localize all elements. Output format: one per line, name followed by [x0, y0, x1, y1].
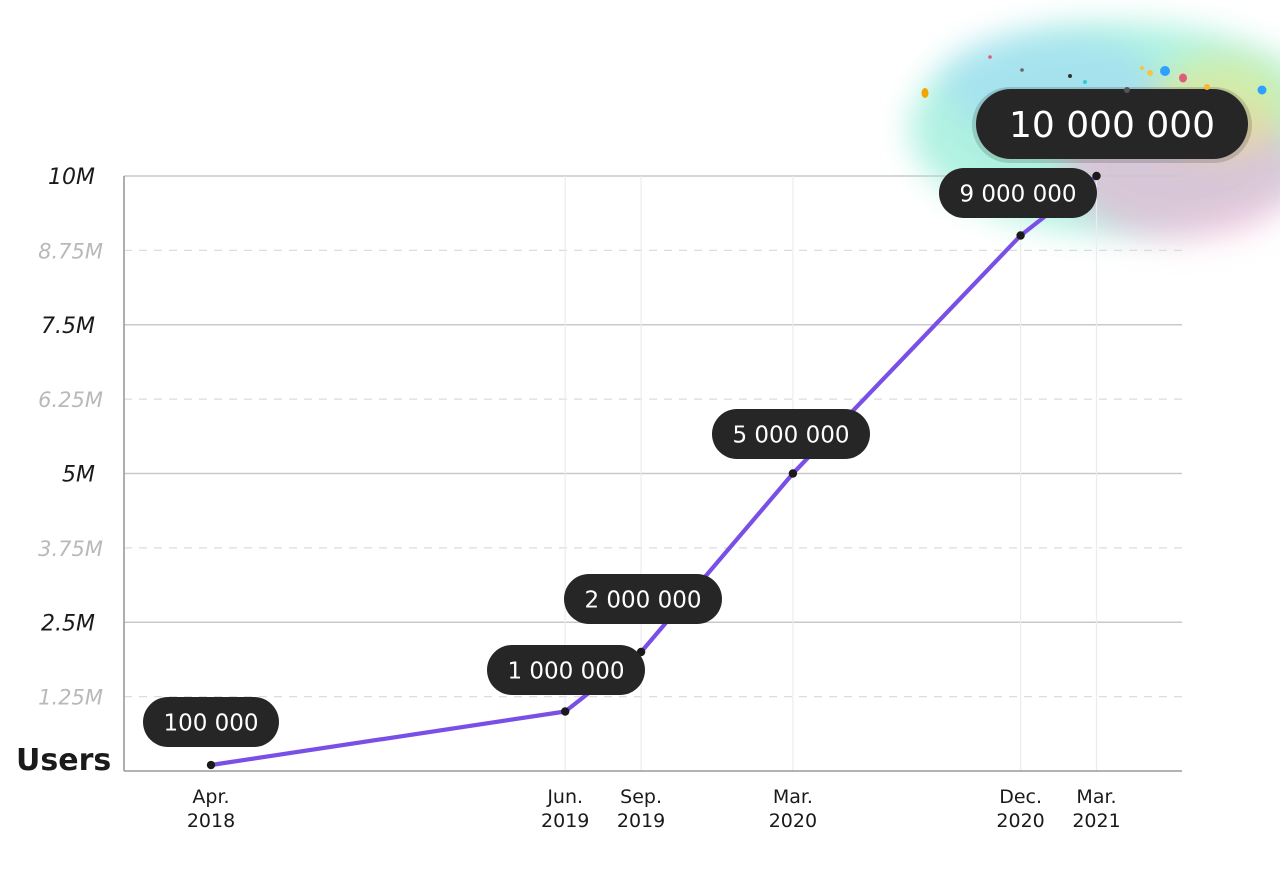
confetti-dot	[1140, 66, 1144, 70]
y-tick-label: 2.5M	[41, 611, 95, 636]
x-tick-label: Mar. 2021	[1072, 786, 1120, 832]
y-tick-label: 5M	[62, 463, 95, 488]
pill-background	[487, 645, 645, 695]
pill-background	[564, 574, 722, 624]
y-tick-labels: 10M 8.75M 7.5M 6.25M 5M 3.75M 2.5M 1.25M	[38, 165, 103, 710]
confetti-dot	[1160, 66, 1170, 76]
confetti-dot	[988, 55, 992, 59]
data-label: 2 000 000	[584, 587, 701, 613]
data-label: 5 000 000	[732, 422, 849, 448]
data-label: 100 000	[163, 710, 258, 736]
y-tick-label: 10M	[48, 165, 95, 190]
y-tick-label: 8.75M	[38, 239, 103, 263]
x-tick-label: Mar. 2020	[769, 786, 817, 832]
confetti-decoration	[921, 55, 1267, 98]
y-tick-label: 1.25M	[38, 686, 103, 710]
data-point	[206, 760, 216, 770]
confetti-dot	[1083, 80, 1087, 84]
confetti-dot	[1147, 70, 1153, 76]
confetti-dot	[1204, 84, 1210, 90]
pill-background	[143, 697, 279, 747]
data-labels: 100 000 1 000 000 2 000 000 5 000 000 9 000 …	[143, 87, 1252, 747]
data-label: 10 000 000	[1009, 105, 1215, 146]
data-label-pill: 1 000 000	[487, 645, 645, 695]
y-tick-label: 6.25M	[38, 388, 103, 412]
pill-background	[939, 168, 1097, 218]
data-point	[788, 469, 798, 478]
data-label: 1 000 000	[507, 658, 624, 684]
y-tick-label: 3.75M	[38, 537, 103, 561]
x-tick-label: Dec. 2020	[996, 786, 1044, 832]
pill-background	[712, 409, 870, 459]
data-point	[561, 707, 570, 716]
x-tick-label: Jun. 2019	[541, 786, 589, 832]
x-tick-label: Sep. 2019	[617, 786, 665, 832]
series-line	[208, 173, 1099, 768]
confetti-dot	[1257, 85, 1267, 95]
confetti-dot	[921, 88, 929, 98]
axes	[123, 176, 1182, 772]
pill-background	[976, 89, 1248, 159]
x-tick-labels: Apr. 2018 Jun. 2019 Sep. 2019 Mar. 2020 Dec. 2020…	[187, 786, 1121, 832]
confetti-dot	[1124, 87, 1130, 93]
series-line-group	[208, 173, 1099, 768]
data-label-pill: 2 000 000	[564, 574, 722, 624]
data-label-pill: 9 000 000	[939, 168, 1097, 218]
x-tick-label: Apr. 2018	[187, 786, 235, 832]
confetti-dot	[1020, 68, 1024, 72]
data-point	[1092, 171, 1101, 181]
y-tick-label: 7.5M	[41, 314, 95, 339]
data-label-pill: 5 000 000	[712, 409, 870, 459]
data-label-pill: 10 000 000	[972, 87, 1252, 163]
confetti-dot	[1179, 73, 1187, 83]
data-label-pill: 100 000	[143, 697, 279, 747]
data-markers	[206, 171, 1101, 770]
y-axis-title: Users	[16, 743, 111, 778]
confetti-dot	[1068, 74, 1072, 78]
data-label: 9 000 000	[959, 181, 1076, 207]
data-point	[1016, 231, 1025, 240]
